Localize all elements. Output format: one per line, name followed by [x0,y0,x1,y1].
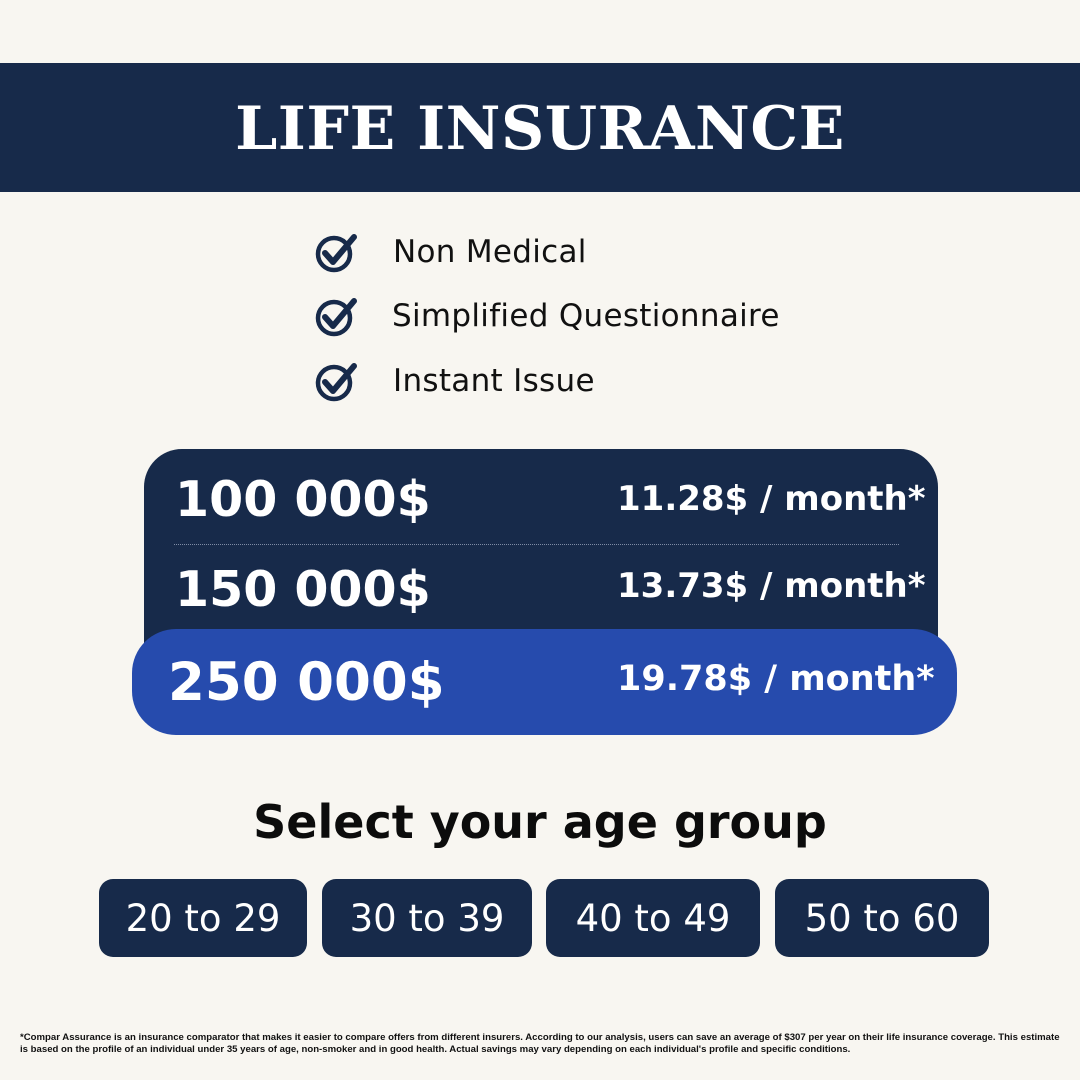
age-option-40-49[interactable]: 40 to 49 [546,879,760,957]
check-circle-icon [315,231,357,273]
feature-label: Instant Issue [393,363,595,399]
page-title: LIFE INSURANCE [235,93,845,164]
age-option-30-39[interactable]: 30 to 39 [322,879,532,957]
feature-label: Simplified Questionnaire [392,298,780,334]
feature-label: Non Medical [393,234,587,270]
check-circle-icon [315,360,357,402]
plan-amount-250000: 250 000$ [168,652,445,713]
highlighted-plan[interactable] [132,629,957,735]
plan-divider [174,544,899,545]
plan-amount-150000: 150 000$ [175,561,431,618]
plan-rate-100000: 11.28$ / month* [617,479,926,519]
plan-rate-150000: 13.73$ / month* [617,566,926,606]
age-option-50-60[interactable]: 50 to 60 [775,879,989,957]
header-banner: LIFE INSURANCE [0,63,1080,192]
feature-item-instant-issue: Instant Issue [315,359,595,403]
feature-item-simplified-questionnaire: Simplified Questionnaire [315,294,779,338]
plan-rate-250000: 19.78$ / month* [617,659,935,699]
check-circle-icon [315,295,357,337]
age-option-20-29[interactable]: 20 to 29 [99,879,307,957]
age-group-heading: Select your age group [253,795,827,849]
plan-amount-100000: 100 000$ [175,471,431,528]
disclaimer-footnote: *Compar Assurance is an insurance compar… [20,1032,1060,1055]
feature-item-non-medical: Non Medical [315,230,586,274]
